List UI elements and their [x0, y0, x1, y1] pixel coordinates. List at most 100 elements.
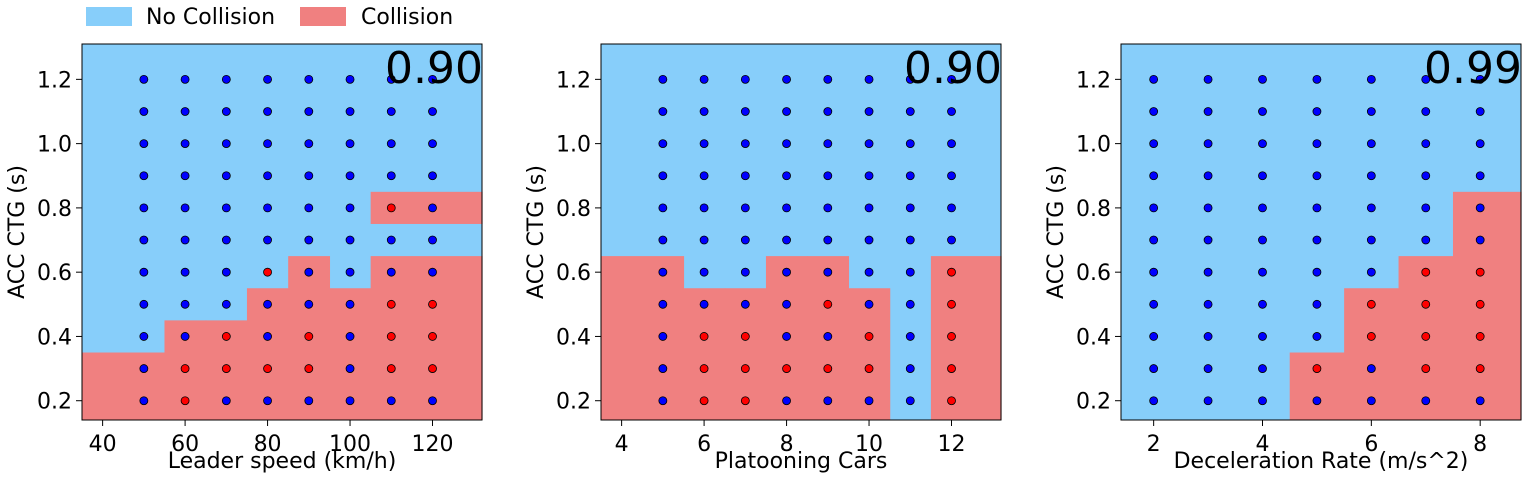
- axes-frame: [81, 43, 483, 421]
- point-no-collision: [180, 267, 190, 277]
- y-tick-label: 1.0: [556, 133, 591, 158]
- point-no-collision: [740, 107, 750, 116]
- point-no-collision: [905, 332, 915, 341]
- x-tick-label: 2: [1147, 432, 1161, 457]
- point-no-collision: [782, 267, 791, 277]
- point-no-collision: [740, 299, 750, 309]
- y-tick-label: 0.2: [37, 390, 72, 415]
- point-no-collision: [263, 107, 272, 116]
- x-tick-label: 4: [1255, 432, 1269, 457]
- point-collision: [263, 364, 272, 373]
- point-no-collision: [782, 74, 791, 84]
- point-no-collision: [1475, 171, 1485, 181]
- point-no-collision: [782, 396, 791, 406]
- point-no-collision: [1258, 235, 1267, 245]
- point-no-collision: [1203, 139, 1213, 149]
- point-no-collision: [304, 203, 314, 213]
- point-no-collision: [263, 332, 272, 341]
- point-no-collision: [864, 139, 874, 149]
- point-no-collision: [139, 267, 149, 277]
- point-no-collision: [345, 171, 355, 181]
- chart-panel-3: 2 4 6 8 0.2 0.4 0.6 0.8 1.0 1.2 Deceleration Rate …: [1044, 43, 1522, 474]
- point-no-collision: [1475, 139, 1485, 149]
- point-no-collision: [1366, 74, 1376, 84]
- point-no-collision: [1421, 74, 1431, 84]
- point-no-collision: [658, 267, 668, 277]
- point-collision: [386, 332, 396, 341]
- point-no-collision: [658, 74, 668, 84]
- point-no-collision: [345, 139, 355, 149]
- x-tick-label: 10: [855, 432, 883, 457]
- point-no-collision: [1258, 171, 1267, 181]
- point-collision: [740, 332, 750, 341]
- point-no-collision: [658, 235, 668, 245]
- point-no-collision: [428, 139, 437, 149]
- point-no-collision: [1149, 299, 1159, 309]
- point-no-collision: [1149, 171, 1159, 181]
- point-no-collision: [1149, 267, 1159, 277]
- point-no-collision: [1258, 267, 1267, 277]
- point-no-collision: [658, 139, 668, 149]
- y-tick-label: 0.8: [556, 197, 591, 222]
- point-no-collision: [428, 396, 437, 406]
- point-collision: [947, 299, 956, 309]
- x-tick-label: 80: [254, 432, 282, 457]
- point-no-collision: [428, 235, 437, 245]
- point-no-collision: [905, 74, 915, 84]
- score-label: 0.90: [385, 43, 483, 94]
- point-no-collision: [1366, 235, 1376, 245]
- point-no-collision: [1421, 203, 1431, 213]
- point-no-collision: [864, 235, 874, 245]
- point-collision: [428, 332, 437, 341]
- y-tick-label: 1.2: [1076, 68, 1111, 93]
- point-no-collision: [1203, 107, 1213, 116]
- point-no-collision: [345, 396, 355, 406]
- point-no-collision: [947, 139, 956, 149]
- point-no-collision: [823, 235, 833, 245]
- point-collision: [947, 267, 956, 277]
- point-no-collision: [180, 171, 190, 181]
- point-no-collision: [1203, 235, 1213, 245]
- y-tick-label: 0.6: [37, 261, 72, 286]
- legend-swatch-collision: [300, 7, 346, 26]
- point-no-collision: [139, 74, 149, 84]
- x-tick-label: 60: [171, 432, 199, 457]
- y-tick-label: 1.2: [556, 68, 591, 93]
- point-collision: [947, 332, 956, 341]
- point-collision: [1475, 332, 1485, 341]
- point-collision: [386, 203, 396, 213]
- point-no-collision: [139, 332, 149, 341]
- point-no-collision: [699, 235, 709, 245]
- point-no-collision: [263, 235, 272, 245]
- point-no-collision: [823, 107, 833, 116]
- point-no-collision: [1203, 332, 1213, 341]
- point-no-collision: [864, 396, 874, 406]
- point-no-collision: [905, 396, 915, 406]
- point-no-collision: [864, 171, 874, 181]
- point-collision: [1475, 364, 1485, 373]
- point-no-collision: [221, 299, 231, 309]
- point-no-collision: [1366, 267, 1376, 277]
- point-collision: [740, 364, 750, 373]
- y-tick-label: 0.4: [556, 325, 591, 350]
- point-no-collision: [428, 171, 437, 181]
- point-no-collision: [699, 203, 709, 213]
- point-collision: [428, 299, 437, 309]
- point-collision: [386, 299, 396, 309]
- point-no-collision: [947, 107, 956, 116]
- point-no-collision: [345, 332, 355, 341]
- point-no-collision: [782, 139, 791, 149]
- y-tick-label: 0.2: [1076, 390, 1111, 415]
- legend-label-no-collision: No Collision: [146, 5, 275, 30]
- point-no-collision: [345, 267, 355, 277]
- point-no-collision: [1366, 107, 1376, 116]
- point-no-collision: [221, 139, 231, 149]
- point-no-collision: [263, 171, 272, 181]
- point-no-collision: [139, 396, 149, 406]
- point-no-collision: [947, 74, 956, 84]
- point-no-collision: [947, 171, 956, 181]
- point-collision: [1421, 267, 1431, 277]
- point-no-collision: [658, 107, 668, 116]
- point-no-collision: [740, 171, 750, 181]
